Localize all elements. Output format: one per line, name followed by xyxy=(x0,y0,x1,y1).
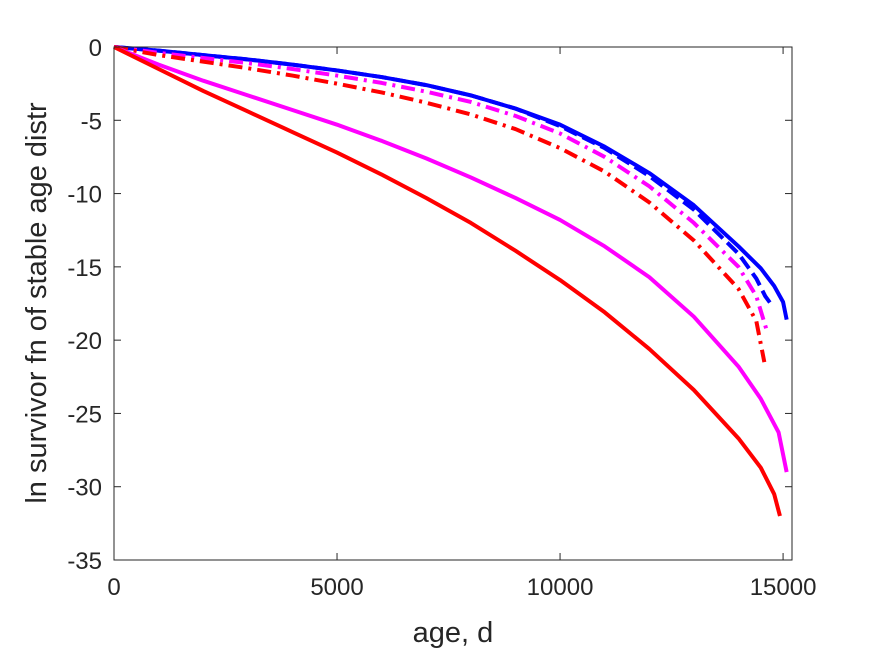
x-tick-label: 10000 xyxy=(527,574,594,601)
y-tick-label: -30 xyxy=(67,475,102,502)
y-axis-label: ln survivor fn of stable age distr xyxy=(21,102,53,504)
y-tick-label: -10 xyxy=(67,182,102,209)
x-tick-label: 0 xyxy=(107,574,120,601)
series-line-4 xyxy=(113,45,767,363)
series-line-2 xyxy=(113,45,773,305)
y-tick-label: 0 xyxy=(89,35,102,62)
y-tick-label: -25 xyxy=(67,401,102,428)
series-line-6 xyxy=(113,45,782,517)
x-axis-label: age, d xyxy=(413,617,494,649)
y-tick-label: -20 xyxy=(67,328,102,355)
plot-frame xyxy=(113,46,793,561)
tick-layer: 0 5000 10000 15000 0 -5 -10 -15 -20 -25 -30 -35 xyxy=(67,35,816,601)
y-tick-label: -35 xyxy=(67,548,102,575)
x-tick-label: 15000 xyxy=(750,574,817,601)
series-line-5 xyxy=(113,45,789,473)
series-line-3 xyxy=(113,45,769,330)
x-tick-label: 5000 xyxy=(310,574,363,601)
y-tick-label: -15 xyxy=(67,255,102,282)
series-layer xyxy=(113,45,789,517)
y-tick-label: -5 xyxy=(81,108,102,135)
plot-background xyxy=(114,47,792,560)
